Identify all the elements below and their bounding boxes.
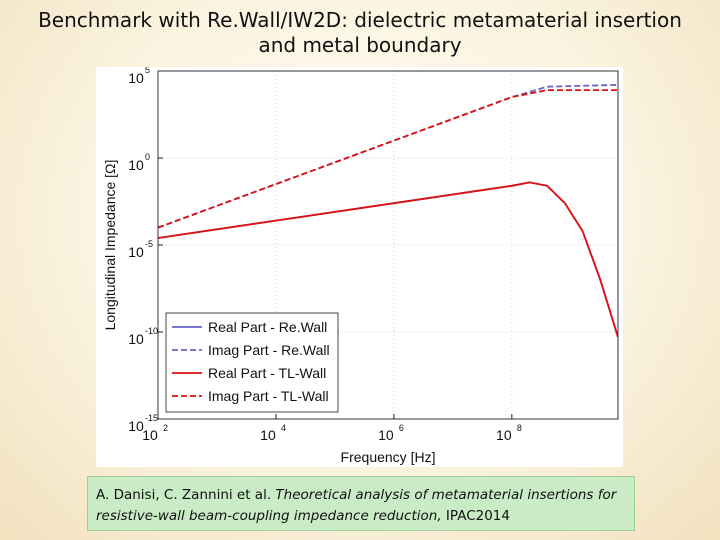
y-tick-exponent: 0 [145,152,150,162]
slide-title: Benchmark with Re.Wall/IW2D: dielectric … [0,8,720,58]
chart-legend: Real Part - Re.Wall Imag Part - Re.Wall Re… [165,312,339,413]
x-tick-exponent: 8 [517,423,522,433]
citation-authors: A. Danisi, C. Zannini et al. [96,487,276,503]
x-tick-label: 10 [378,427,394,443]
axes-frame [157,70,619,420]
y-tick-exponent: -5 [145,239,153,249]
x-axis-label: Frequency [Hz] [341,449,436,465]
series-line-4 [158,89,618,229]
impedance-chart: 10 2 10 4 10 6 10 8 10 5 10 0 10 -5 10 -10 10 -15 Real Pa… [96,67,623,467]
y-tick-label: 10 [128,331,144,347]
x-tick-label: 10 [496,427,512,443]
legend-label-4: Imag Part - TL-Wall [208,388,329,404]
citation-paper-title: Theoretical analysis of metamaterial ins… [96,487,617,524]
y-tick-exponent: -10 [145,326,158,336]
x-tick-exponent: 4 [281,423,286,433]
y-tick-label: 10 [128,157,144,173]
y-tick-label: 10 [128,418,144,434]
legend-label-2: Imag Part - Re.Wall [208,342,330,358]
x-tick-exponent: 6 [399,423,404,433]
y-tick-label: 10 [128,70,144,86]
series-layer [158,84,618,338]
y-tick-label: 10 [128,244,144,260]
series-line-3 [158,181,618,338]
legend-label-1: Real Part - Re.Wall [208,319,327,335]
slide-title-line-2: and metal boundary [258,33,462,57]
x-tick-label: 10 [260,427,276,443]
y-axis-label: Longitudinal Impedance [Ω] [102,160,118,331]
slide-title-line-1: Benchmark with Re.Wall/IW2D: dielectric … [38,8,682,32]
legend-label-3: Real Part - TL-Wall [208,365,326,381]
y-tick-exponent: 5 [145,67,150,75]
y-tick-exponent: -15 [145,413,158,423]
citation-venue: IPAC2014 [441,508,510,524]
x-tick-exponent: 2 [163,423,168,433]
x-tick-label: 10 [142,427,158,443]
citation-box: A. Danisi, C. Zannini et al. Theoretical… [87,476,635,531]
